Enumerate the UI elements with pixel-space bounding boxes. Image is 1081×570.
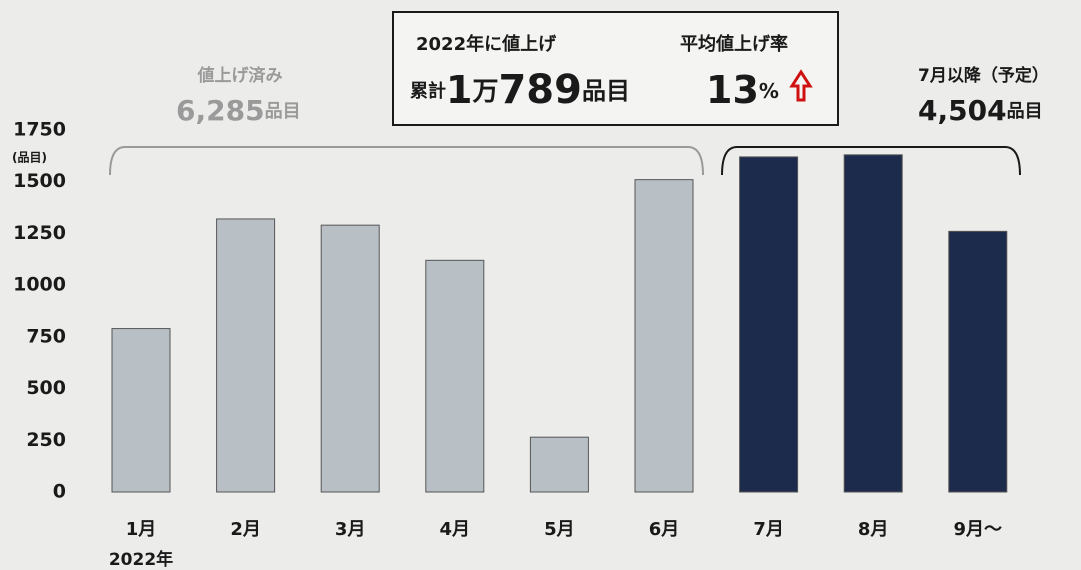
planned-unit: 品目 (1007, 101, 1043, 122)
x-tick-label: 8月 (858, 519, 889, 540)
x-tick-label: 4月 (440, 519, 471, 540)
up-arrow (789, 69, 813, 102)
x-tick-label: 9月～ (954, 519, 1003, 540)
bar (529, 436, 589, 493)
bar (634, 179, 694, 493)
box-total: 累計1万789品目 (410, 67, 630, 113)
y-tick-label: 750 (26, 325, 66, 347)
done-total: 6,285品目 (176, 94, 301, 127)
x-tick-label: 7月 (753, 519, 784, 540)
x-tick-label: 5月 (544, 519, 575, 540)
total-big1: 1 (446, 68, 472, 112)
planned-label: 7月以降（予定） (918, 65, 1049, 86)
bar (216, 218, 276, 493)
y-tick-label: 1250 (13, 222, 66, 244)
total-big2: 789 (498, 67, 582, 113)
done-number: 6,285 (176, 94, 265, 127)
total-mid: 万 (472, 77, 498, 107)
x-tick-label: 6月 (649, 519, 680, 540)
y-tick-label: 500 (26, 377, 66, 399)
y-tick-label: 1500 (13, 170, 66, 192)
done-unit: 品目 (265, 101, 301, 122)
bar (111, 328, 171, 493)
rate-number: 13 (706, 68, 759, 112)
summary-box (392, 11, 839, 126)
rate: 13% (706, 68, 779, 112)
total-prefix: 累計 (410, 80, 446, 102)
bar (739, 156, 799, 493)
y-tick-label: 1000 (13, 274, 66, 296)
bracket-planned (721, 146, 1021, 176)
rate-unit: % (759, 79, 779, 103)
planned-number: 4,504 (918, 94, 1007, 127)
y-tick-label: 1750 (13, 119, 66, 141)
y-unit: (品目) (12, 151, 47, 165)
bar (425, 259, 485, 493)
x-tick-label: 2月 (230, 519, 261, 540)
bar (843, 154, 903, 493)
bar (948, 230, 1008, 493)
y-tick-label: 0 (53, 481, 66, 503)
planned-total: 4,504品目 (918, 94, 1043, 127)
done-label: 値上げ済み (197, 65, 283, 86)
total-suffix: 品目 (582, 77, 630, 105)
bar (320, 224, 380, 493)
box-heading: 2022年に値上げ (416, 33, 557, 55)
bracket-done (109, 146, 704, 176)
x-annotation: 2022年 (109, 549, 173, 570)
rate-label: 平均値上げ率 (680, 33, 788, 55)
x-tick-label: 1月 (126, 519, 157, 540)
x-tick-label: 3月 (335, 519, 366, 540)
y-tick-label: 250 (26, 429, 66, 451)
